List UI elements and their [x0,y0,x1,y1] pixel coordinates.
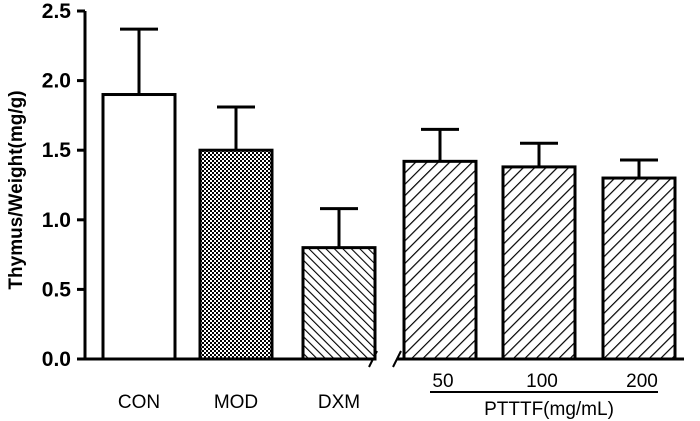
y-tick-label: 2.5 [42,0,72,23]
x-tick-label: DXM [318,392,360,413]
y-tick-label: 0.0 [42,348,71,371]
bar-200 [601,176,677,361]
y-tick-label: 1.0 [42,209,71,232]
bar-con [101,93,177,361]
axis-break-mark [392,350,402,368]
y-axis-title: Thymus/Weight(mg/g) [6,90,27,289]
x-tick-label: CON [118,392,160,413]
bar-50 [402,159,478,361]
x-tick-label: MOD [214,392,258,413]
x-tick-label: 50 [432,371,453,392]
bars [101,27,677,361]
bar-100 [501,165,577,361]
bar-mod [198,148,274,361]
y-tick-label: 1.5 [42,139,72,162]
group-label: PTTTF(mg/mL) [484,399,614,420]
y-tick-label: 0.5 [42,278,72,301]
x-tick-label: 200 [626,371,658,392]
y-tick-label: 2.0 [42,70,71,93]
labels: 0.0 0.5 1.0 1.5 2.0 2.5 CON MOD DXM 50 100 200 [42,0,658,413]
bar-dxm [301,246,377,361]
x-tick-label: 100 [526,371,558,392]
